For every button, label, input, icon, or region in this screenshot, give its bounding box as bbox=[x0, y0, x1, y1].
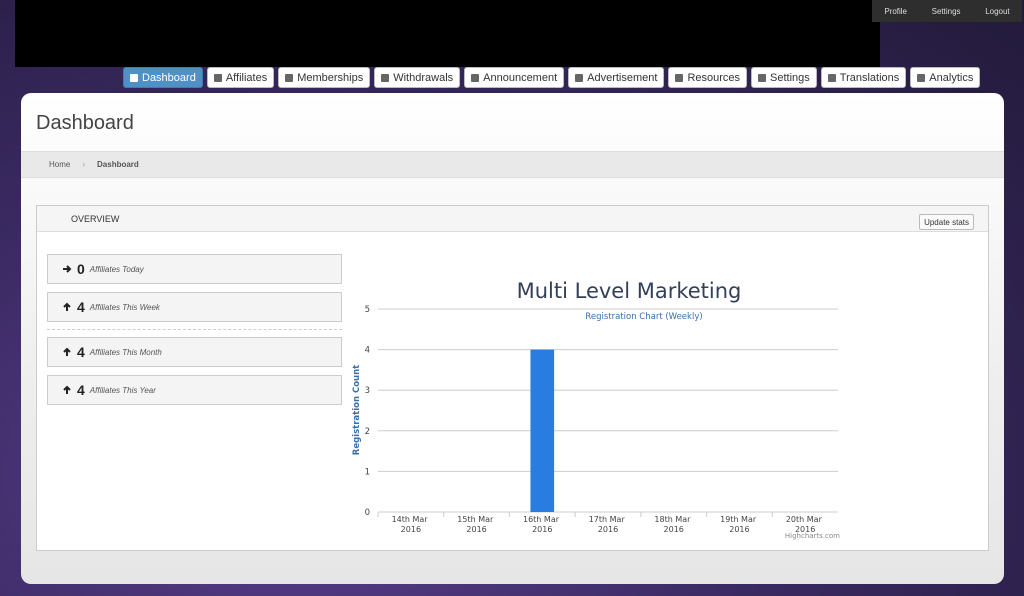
nav-icon bbox=[575, 73, 584, 82]
stat-icon bbox=[63, 265, 72, 273]
y-tick-label: 2 bbox=[365, 427, 370, 437]
nav-label: Settings bbox=[770, 71, 810, 84]
chart: Multi Level Marketing Registration Chart … bbox=[342, 254, 846, 542]
stat-value: 4 bbox=[77, 382, 85, 398]
stat-box: 4 Affiliates This Week bbox=[47, 292, 342, 322]
nav-label: Advertisement bbox=[587, 71, 658, 84]
credits: Highcharts.com bbox=[785, 532, 840, 540]
x-tick-label: 18th Mar 2016 bbox=[654, 515, 693, 534]
nav-icon bbox=[827, 73, 836, 82]
nav-icon bbox=[758, 73, 767, 82]
nav-label: Dashboard bbox=[142, 71, 196, 84]
x-tick-label: 16th Mar 2016 bbox=[523, 515, 562, 534]
nav-label: Memberships bbox=[297, 71, 364, 84]
divider bbox=[47, 329, 342, 330]
y-tick-label: 5 bbox=[365, 305, 370, 315]
nav-button[interactable]: Advertisement bbox=[568, 67, 665, 88]
nav-icon bbox=[917, 73, 926, 82]
x-tick-label: 15th Mar 2016 bbox=[457, 515, 496, 534]
stat-value: 0 bbox=[77, 261, 85, 277]
crumb-link[interactable]: Home bbox=[49, 160, 71, 169]
nav-button[interactable]: Settings bbox=[751, 67, 817, 88]
x-tick-label: 14th Mar 2016 bbox=[392, 515, 431, 534]
redacted-bar bbox=[15, 0, 880, 67]
nav: Dashboard Affiliates Memberships Withdrawal… bbox=[123, 67, 981, 88]
y-tick-label: 4 bbox=[365, 346, 370, 356]
stat-label: Affiliates Today bbox=[89, 264, 144, 274]
y-tick-label: 3 bbox=[365, 386, 370, 396]
nav-button[interactable]: Withdrawals bbox=[374, 67, 461, 88]
nav-icon bbox=[675, 73, 684, 82]
nav-icon bbox=[213, 73, 222, 82]
breadcrumb: Home › Dashboard bbox=[21, 151, 1004, 178]
stat-box: 0 Affiliates Today bbox=[47, 254, 342, 284]
nav-button[interactable]: Announcement bbox=[464, 67, 565, 88]
nav-label: Resources bbox=[687, 71, 741, 84]
nav-button[interactable]: Affiliates bbox=[206, 67, 275, 88]
nav-icon bbox=[471, 73, 480, 82]
chart-title: Multi Level Marketing bbox=[517, 279, 742, 303]
stat-value: 4 bbox=[77, 299, 85, 315]
stat-value: 4 bbox=[77, 344, 85, 360]
top-links: Profile Settings Logout bbox=[872, 0, 1022, 22]
y-tick-label: 1 bbox=[365, 467, 370, 477]
stat-icon bbox=[63, 385, 71, 394]
update-button[interactable]: Update stats bbox=[919, 214, 974, 230]
crumb-sep: › bbox=[82, 160, 86, 169]
nav-label: Announcement bbox=[483, 71, 558, 84]
y-tick-label: 0 bbox=[365, 508, 370, 518]
stat-label: Affiliates This Year bbox=[89, 385, 156, 395]
y-axis-label: Registration Count bbox=[352, 365, 362, 455]
top-link[interactable]: Profile bbox=[884, 6, 907, 16]
overview-title: OVERVIEW bbox=[71, 214, 120, 224]
stat-icon bbox=[63, 347, 71, 356]
nav-button[interactable]: Dashboard bbox=[123, 67, 203, 88]
nav-icon bbox=[285, 73, 294, 82]
nav-label: Affiliates bbox=[225, 71, 268, 84]
stat-box: 4 Affiliates This Month bbox=[47, 337, 342, 367]
bar bbox=[530, 349, 555, 512]
crumb-current: Dashboard bbox=[97, 160, 139, 169]
nav-label: Analytics bbox=[929, 71, 974, 84]
nav-label: Translations bbox=[839, 71, 900, 84]
x-tick-label: 19th Mar 2016 bbox=[720, 515, 759, 534]
page-title: Dashboard bbox=[36, 112, 134, 134]
nav-button[interactable]: Resources bbox=[668, 67, 748, 88]
x-tick-label: 17th Mar 2016 bbox=[589, 515, 628, 534]
x-tick-label: 20th Mar 2016 bbox=[786, 515, 825, 534]
chart-subtitle: Registration Chart (Weekly) bbox=[585, 312, 702, 322]
stat-box: 4 Affiliates This Year bbox=[47, 375, 342, 405]
nav-button[interactable]: Translations bbox=[820, 67, 907, 88]
stat-label: Affiliates This Month bbox=[89, 347, 162, 357]
nav-button[interactable]: Analytics bbox=[910, 67, 981, 88]
top-link[interactable]: Settings bbox=[931, 6, 961, 16]
top-link[interactable]: Logout bbox=[985, 6, 1010, 16]
nav-button[interactable]: Memberships bbox=[278, 67, 371, 88]
nav-icon bbox=[381, 73, 390, 82]
nav-icon bbox=[130, 73, 138, 82]
stat-label: Affiliates This Week bbox=[89, 302, 160, 312]
stat-icon bbox=[63, 302, 71, 311]
nav-label: Withdrawals bbox=[393, 71, 454, 84]
overview-header: OVERVIEW Update stats bbox=[37, 206, 988, 232]
